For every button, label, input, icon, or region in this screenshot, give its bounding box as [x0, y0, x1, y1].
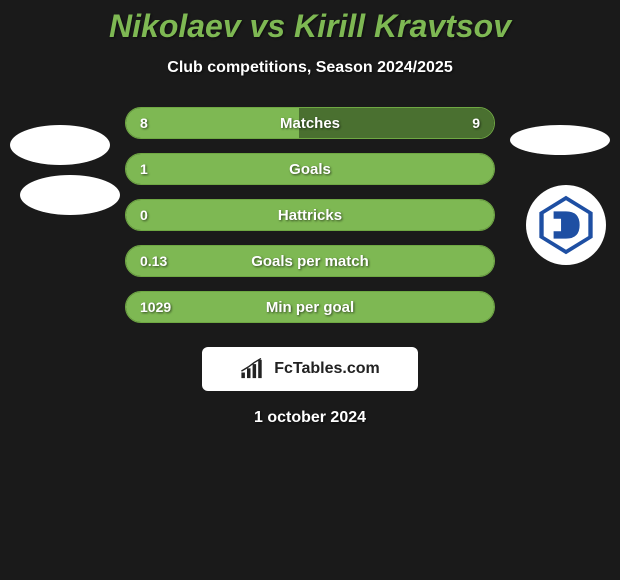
stat-label: Hattricks	[126, 207, 494, 224]
stat-label: Goals	[126, 161, 494, 178]
comparison-card: Nikolaev vs Kirill Kravtsov Club competi…	[0, 0, 620, 427]
stat-row-hattricks: 0 Hattricks	[125, 199, 495, 231]
player-a-badge-placeholder	[10, 125, 110, 165]
stat-row-min-per-goal: 1029 Min per goal	[125, 291, 495, 323]
stat-value-b: 9	[472, 115, 480, 131]
page-title: Nikolaev vs Kirill Kravtsov	[109, 8, 511, 45]
player-b-badge-placeholder	[510, 125, 610, 155]
player-a-club-placeholder	[20, 175, 120, 215]
brand-label: FcTables.com	[274, 360, 380, 378]
stat-row-goals-per-match: 0.13 Goals per match	[125, 245, 495, 277]
stat-label: Min per goal	[126, 299, 494, 316]
stat-label: Goals per match	[126, 253, 494, 270]
bar-chart-icon	[240, 358, 268, 380]
stat-rows: 8 Matches 9 1 Goals 0 Hattricks	[125, 107, 495, 323]
stat-label: Matches	[126, 115, 494, 132]
date-label: 1 october 2024	[0, 409, 620, 427]
dynamo-logo-icon	[535, 194, 597, 256]
stat-row-goals: 1 Goals	[125, 153, 495, 185]
stat-row-matches: 8 Matches 9	[125, 107, 495, 139]
player-b-club-badge	[526, 185, 606, 265]
brand-attribution[interactable]: FcTables.com	[202, 347, 418, 391]
subtitle: Club competitions, Season 2024/2025	[167, 59, 452, 77]
stats-area: 8 Matches 9 1 Goals 0 Hattricks	[0, 107, 620, 427]
